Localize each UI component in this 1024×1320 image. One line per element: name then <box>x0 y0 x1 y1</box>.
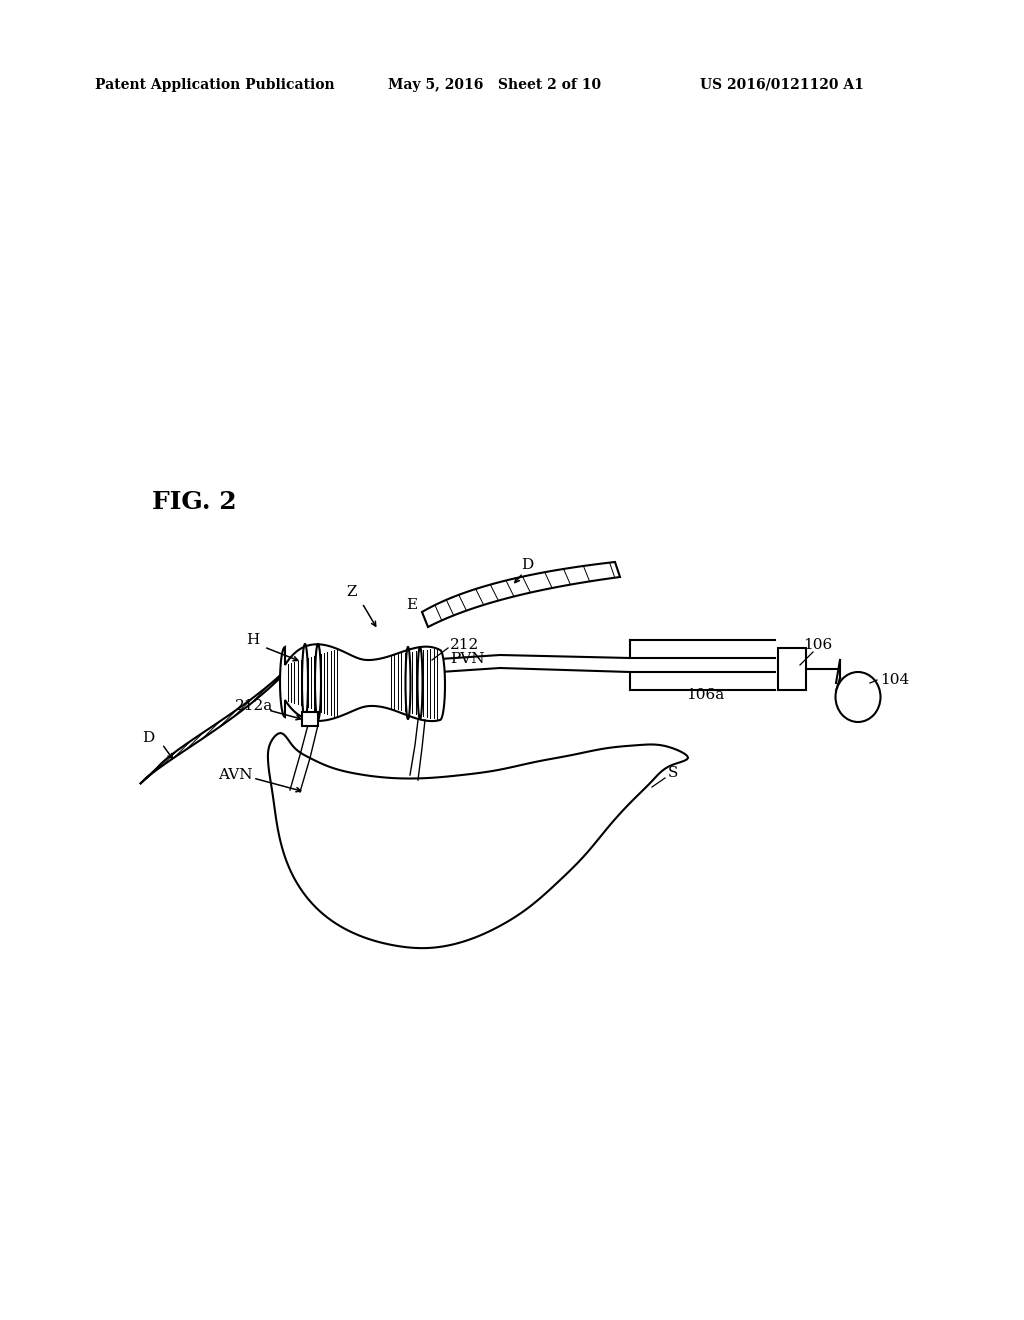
Text: May 5, 2016   Sheet 2 of 10: May 5, 2016 Sheet 2 of 10 <box>388 78 601 92</box>
Ellipse shape <box>406 647 411 719</box>
Text: E: E <box>407 598 418 612</box>
Text: Patent Application Publication: Patent Application Publication <box>95 78 335 92</box>
Text: 104: 104 <box>880 673 909 686</box>
Polygon shape <box>280 644 445 721</box>
Polygon shape <box>268 733 688 948</box>
Text: H: H <box>247 634 260 647</box>
Text: D: D <box>521 558 534 572</box>
Text: US 2016/0121120 A1: US 2016/0121120 A1 <box>700 78 864 92</box>
Bar <box>778 648 806 690</box>
Text: FIG. 2: FIG. 2 <box>152 490 237 513</box>
Polygon shape <box>422 562 620 627</box>
Polygon shape <box>140 649 305 784</box>
Bar <box>302 711 318 726</box>
Text: 212a: 212a <box>234 700 273 713</box>
Text: AVN: AVN <box>218 768 253 781</box>
Text: 106a: 106a <box>686 688 724 702</box>
Text: S: S <box>668 766 678 780</box>
Text: Z: Z <box>347 585 357 599</box>
Text: 106: 106 <box>803 638 833 652</box>
Ellipse shape <box>836 672 881 722</box>
Ellipse shape <box>315 644 321 719</box>
Text: 212: 212 <box>450 638 479 652</box>
Text: D: D <box>142 731 155 744</box>
Text: PVN: PVN <box>450 652 484 667</box>
Ellipse shape <box>418 647 423 719</box>
Ellipse shape <box>302 644 308 719</box>
